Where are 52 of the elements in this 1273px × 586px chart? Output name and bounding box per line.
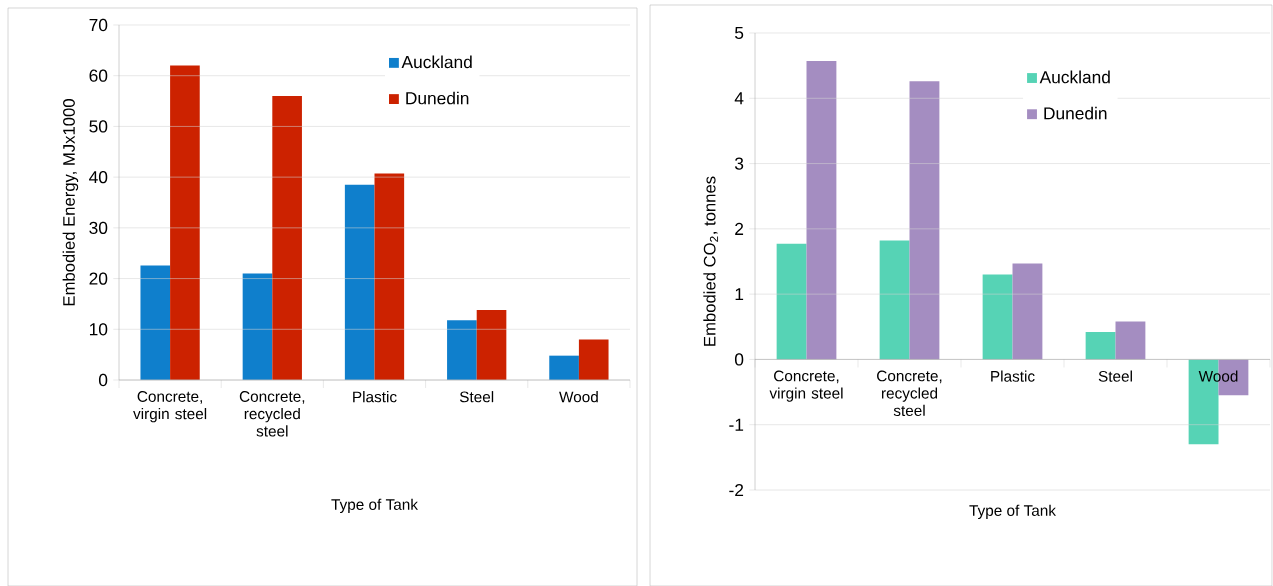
y-tick-label: 3 (734, 157, 744, 170)
y-tick-label: 2 (735, 222, 744, 235)
x-axis-title: Type of Tank (331, 498, 418, 513)
bar (982, 274, 1013, 360)
y-tick-label: 60 (89, 69, 108, 82)
legend-label: Auckland (401, 55, 472, 69)
y-tick-label: -2 (729, 483, 744, 497)
x-tick-label: Plastic (353, 391, 397, 403)
bar (776, 243, 807, 360)
y-axis-title: Embodied Energy, MJx1000 (62, 99, 79, 306)
x-tick-label: Concrete, virgin steel (133, 391, 207, 423)
bar (806, 61, 837, 360)
bar (447, 320, 477, 380)
y-tick-label: 5 (734, 26, 744, 40)
y-tick-label: -1 (729, 418, 744, 431)
legend-label: Auckland (1039, 70, 1110, 84)
x-tick-label: Plastic (991, 370, 1035, 382)
x-axis-title: Type of Tank (969, 504, 1057, 519)
x-tick-label: Concrete, recycled steel (877, 370, 942, 417)
y-tick-label: 20 (89, 272, 108, 285)
y-tick-label: 50 (89, 120, 108, 133)
bar (549, 355, 579, 380)
bar (1012, 263, 1043, 360)
bar (344, 184, 375, 380)
x-tick-label: Wood (1198, 370, 1238, 382)
legend-label: Dunedin (406, 91, 469, 105)
y-axis-title: Embodied CO$_{2}$, tonnes (703, 176, 719, 346)
bar (140, 265, 171, 380)
y-tick-label: 10 (89, 323, 108, 336)
y-tick-label: 40 (89, 171, 108, 184)
bar (272, 96, 302, 380)
bar (909, 81, 940, 360)
bar (170, 65, 200, 380)
bar (242, 273, 273, 380)
bar (578, 339, 609, 380)
y-tick-label: 30 (89, 221, 108, 234)
y-tick-label: 1 (735, 288, 744, 301)
legend-label: Dunedin (1044, 106, 1107, 120)
x-tick-label: Steel (1098, 370, 1132, 382)
y-tick-label: 0 (734, 353, 744, 366)
x-tick-label: Wood (559, 391, 598, 403)
y-tick-label: 70 (89, 18, 108, 32)
x-tick-label: Concrete, recycled steel (239, 391, 305, 437)
bar (374, 173, 405, 380)
bar (1115, 321, 1146, 360)
bar (476, 310, 507, 380)
bar (879, 240, 910, 360)
x-tick-label: Steel (459, 391, 494, 403)
bar (1085, 332, 1116, 360)
y-tick-label: 4 (734, 92, 744, 105)
y-tick-label: 0 (98, 373, 108, 387)
x-tick-label: Concrete, virgin steel (769, 370, 843, 402)
